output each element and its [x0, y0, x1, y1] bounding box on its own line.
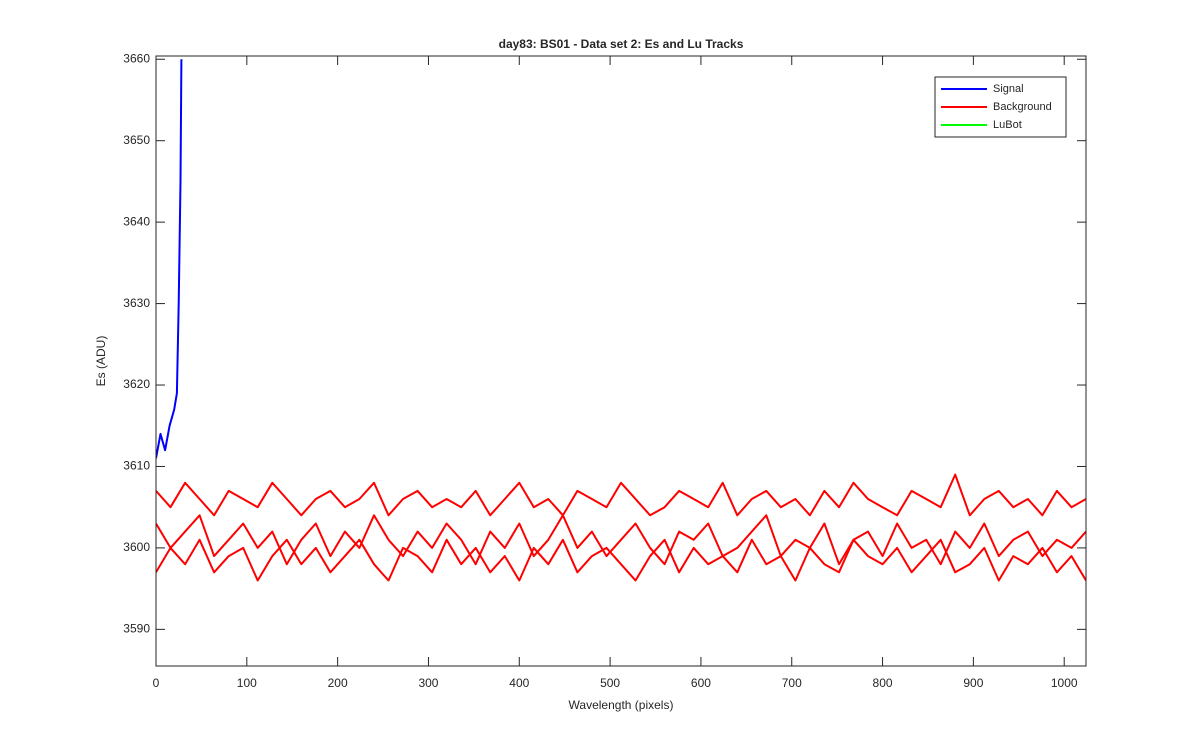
x-axis-label: Wavelength (pixels) [569, 698, 674, 712]
series-line [156, 538, 1086, 582]
legend-label: LuBot [993, 119, 1022, 131]
y-tick-label: 3590 [123, 622, 150, 636]
y-tick-label: 3640 [123, 214, 150, 228]
y-tick-label: 3630 [123, 296, 150, 310]
x-tick-label: 200 [328, 676, 348, 690]
series-line [156, 514, 1086, 566]
axes-box [155, 55, 1087, 667]
y-tick-label: 3660 [123, 51, 150, 65]
legend-label: Signal [993, 83, 1024, 95]
x-tick-label: 1000 [1051, 676, 1078, 690]
y-axis-label: Es (ADU) [94, 336, 108, 387]
series-line [156, 59, 183, 459]
x-tick-label: 0 [153, 676, 160, 690]
x-tick-label: 700 [782, 676, 802, 690]
y-tick-label: 3600 [123, 540, 150, 554]
y-tick-label: 3610 [123, 459, 150, 473]
x-tick-label: 400 [509, 676, 529, 690]
y-tick-label: 3620 [123, 377, 150, 391]
legend-label: Background [993, 101, 1052, 113]
series-line [156, 473, 1086, 517]
chart-title: day83: BS01 - Data set 2: Es and Lu Trac… [499, 37, 744, 51]
x-tick-label: 500 [600, 676, 620, 690]
plot-area [156, 59, 1086, 582]
x-tick-label: 100 [237, 676, 257, 690]
x-tick-label: 800 [873, 676, 893, 690]
x-tick-label: 300 [418, 676, 438, 690]
y-tick-label: 3650 [123, 133, 150, 147]
x-tick-label: 900 [963, 676, 983, 690]
x-tick-label: 600 [691, 676, 711, 690]
